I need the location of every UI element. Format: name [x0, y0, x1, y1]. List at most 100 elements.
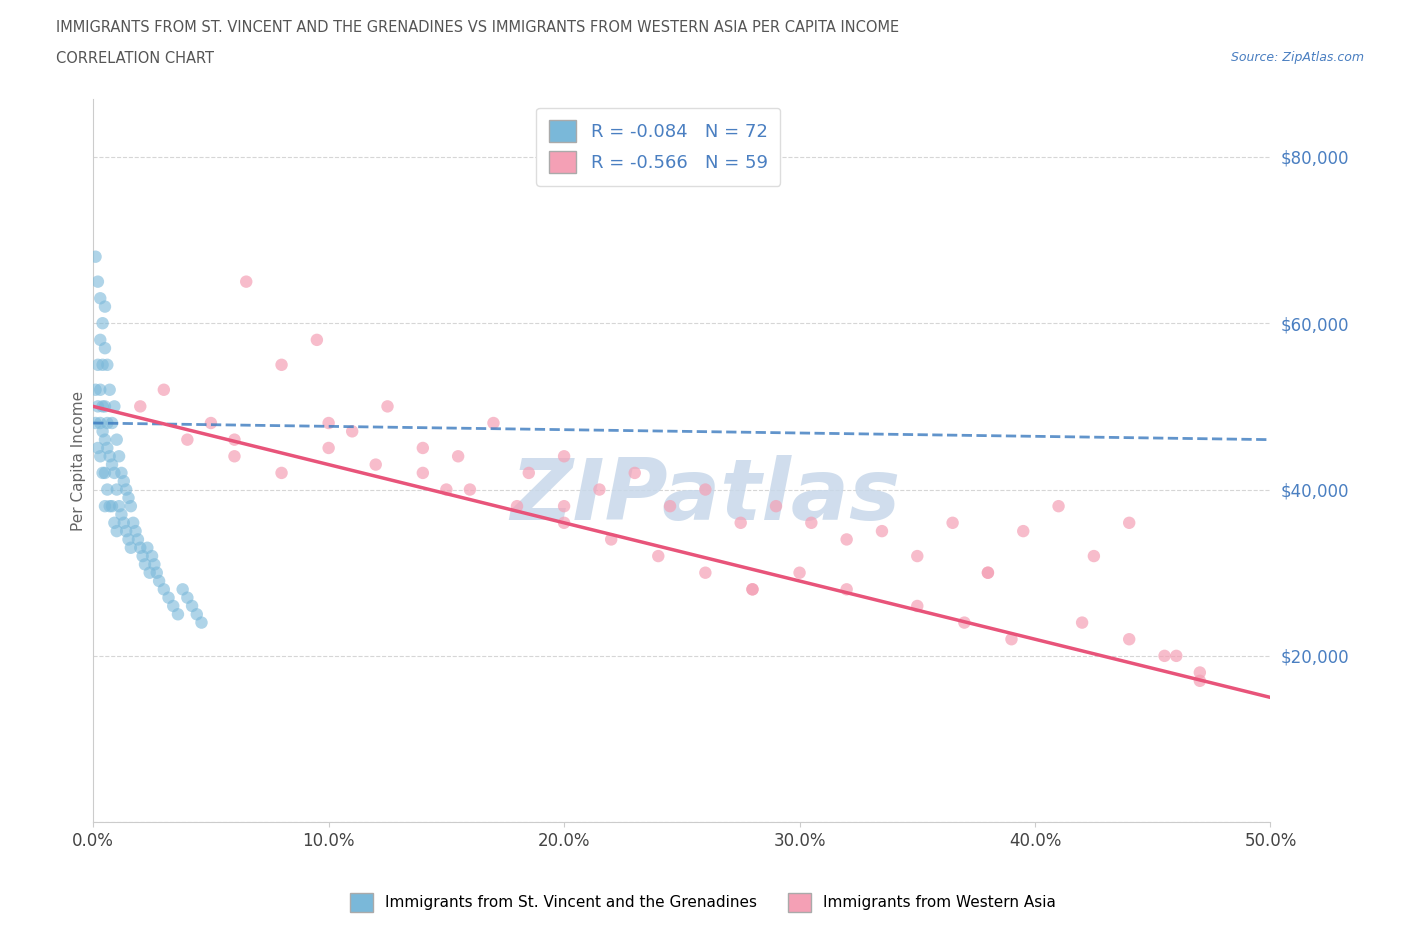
Point	[482, 416, 505, 431]
Point	[98, 382, 121, 397]
Point	[84, 249, 107, 264]
Point	[553, 498, 575, 513]
Point	[98, 449, 121, 464]
Point	[94, 299, 117, 314]
Point	[412, 466, 434, 481]
Point	[87, 441, 110, 456]
Point	[91, 424, 114, 439]
Point	[434, 482, 457, 497]
Point	[318, 416, 340, 431]
Point	[1083, 549, 1105, 564]
Point	[870, 524, 893, 538]
Point	[905, 549, 928, 564]
Point	[517, 466, 540, 481]
Legend: Immigrants from St. Vincent and the Grenadines, Immigrants from Western Asia: Immigrants from St. Vincent and the Gren…	[344, 887, 1062, 918]
Point	[953, 615, 976, 630]
Point	[157, 591, 180, 605]
Point	[835, 532, 858, 547]
Point	[91, 316, 114, 331]
Point	[87, 274, 110, 289]
Point	[91, 357, 114, 372]
Point	[623, 466, 645, 481]
Point	[91, 466, 114, 481]
Point	[741, 582, 763, 597]
Point	[105, 482, 128, 497]
Point	[84, 416, 107, 431]
Text: ZIPatlas: ZIPatlas	[510, 455, 900, 538]
Point	[87, 357, 110, 372]
Point	[112, 515, 135, 530]
Point	[87, 399, 110, 414]
Point	[181, 599, 204, 614]
Point	[1166, 648, 1188, 663]
Point	[1153, 648, 1175, 663]
Point	[96, 357, 118, 372]
Point	[110, 466, 132, 481]
Point	[145, 565, 167, 580]
Y-axis label: Per Capita Income: Per Capita Income	[72, 391, 86, 530]
Point	[741, 582, 763, 597]
Point	[89, 291, 111, 306]
Point	[977, 565, 1000, 580]
Point	[176, 432, 198, 447]
Point	[942, 515, 965, 530]
Point	[162, 599, 184, 614]
Point	[600, 532, 623, 547]
Point	[84, 382, 107, 397]
Point	[765, 498, 787, 513]
Point	[108, 498, 131, 513]
Text: IMMIGRANTS FROM ST. VINCENT AND THE GRENADINES VS IMMIGRANTS FROM WESTERN ASIA P: IMMIGRANTS FROM ST. VINCENT AND THE GREN…	[56, 20, 900, 35]
Point	[127, 532, 149, 547]
Point	[153, 582, 176, 597]
Point	[124, 524, 146, 538]
Point	[120, 498, 142, 513]
Point	[122, 515, 145, 530]
Point	[553, 515, 575, 530]
Point	[588, 482, 610, 497]
Point	[695, 482, 717, 497]
Point	[117, 532, 139, 547]
Point	[136, 540, 159, 555]
Point	[1000, 631, 1022, 646]
Point	[153, 382, 176, 397]
Point	[105, 432, 128, 447]
Point	[695, 565, 717, 580]
Point	[101, 458, 124, 472]
Point	[1071, 615, 1094, 630]
Point	[138, 565, 160, 580]
Point	[94, 340, 117, 355]
Point	[186, 607, 208, 622]
Point	[1012, 524, 1035, 538]
Point	[1047, 498, 1070, 513]
Point	[1118, 631, 1140, 646]
Point	[103, 399, 125, 414]
Point	[800, 515, 823, 530]
Point	[94, 432, 117, 447]
Point	[789, 565, 811, 580]
Point	[377, 399, 399, 414]
Point	[1118, 515, 1140, 530]
Text: CORRELATION CHART: CORRELATION CHART	[56, 51, 214, 66]
Point	[89, 416, 111, 431]
Point	[458, 482, 481, 497]
Point	[412, 441, 434, 456]
Point	[101, 416, 124, 431]
Point	[134, 557, 156, 572]
Point	[659, 498, 682, 513]
Point	[96, 482, 118, 497]
Point	[270, 466, 292, 481]
Point	[112, 473, 135, 488]
Point	[224, 449, 246, 464]
Point	[94, 498, 117, 513]
Point	[190, 615, 212, 630]
Point	[977, 565, 1000, 580]
Point	[340, 424, 363, 439]
Point	[91, 399, 114, 414]
Point	[167, 607, 190, 622]
Point	[115, 482, 138, 497]
Point	[270, 357, 292, 372]
Point	[103, 466, 125, 481]
Point	[1188, 665, 1211, 680]
Point	[447, 449, 470, 464]
Point	[98, 498, 121, 513]
